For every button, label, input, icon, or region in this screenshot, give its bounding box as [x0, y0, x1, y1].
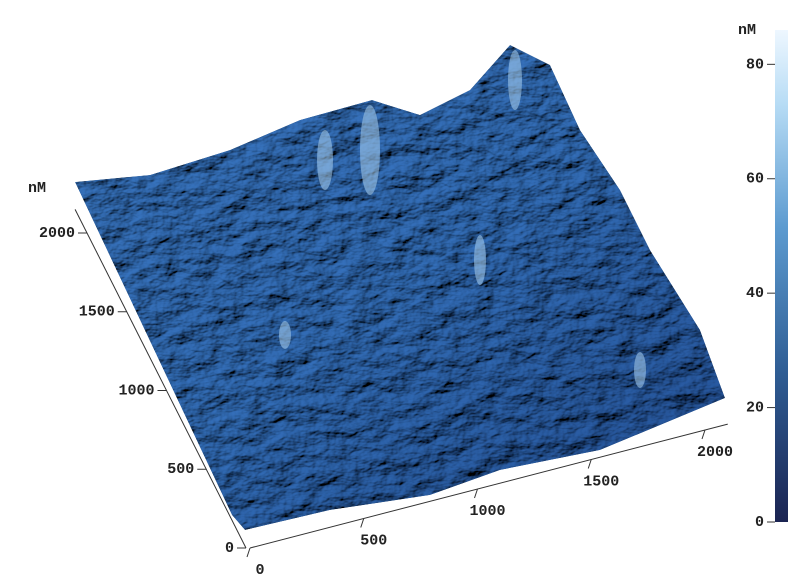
y-tick-label: 500 — [167, 461, 194, 478]
x-tick — [246, 547, 251, 558]
x-tick — [474, 488, 478, 499]
y-tick-label: 1000 — [118, 382, 154, 399]
x-tick — [587, 459, 592, 469]
x-tick-label: 1000 — [469, 503, 505, 520]
colorbar — [775, 30, 788, 522]
y-tick-label: 2000 — [39, 225, 75, 242]
colorbar-tick-label: 0 — [755, 514, 764, 531]
colorbar-tick-label: 40 — [746, 285, 764, 302]
colorbar-tick-label: 80 — [746, 56, 764, 73]
x-tick-label: 2000 — [697, 444, 733, 461]
y-tick-label: 1500 — [79, 304, 115, 321]
x-tick-label: 1500 — [583, 473, 619, 490]
colorbar-label: nM — [738, 22, 756, 39]
x-tick — [360, 518, 365, 528]
colorbar-tick-label: 60 — [746, 171, 764, 188]
y-axis — [74, 209, 247, 549]
x-axis — [249, 423, 728, 549]
colorbar-tick-label: 20 — [746, 400, 764, 417]
x-tick-label: 0 — [255, 562, 264, 574]
surface — [75, 45, 725, 530]
y-axis-label: nM — [28, 180, 46, 197]
peaks — [279, 50, 646, 388]
x-tick — [701, 429, 706, 440]
x-tick-label: 500 — [360, 532, 387, 549]
y-tick-label: 0 — [225, 540, 234, 557]
